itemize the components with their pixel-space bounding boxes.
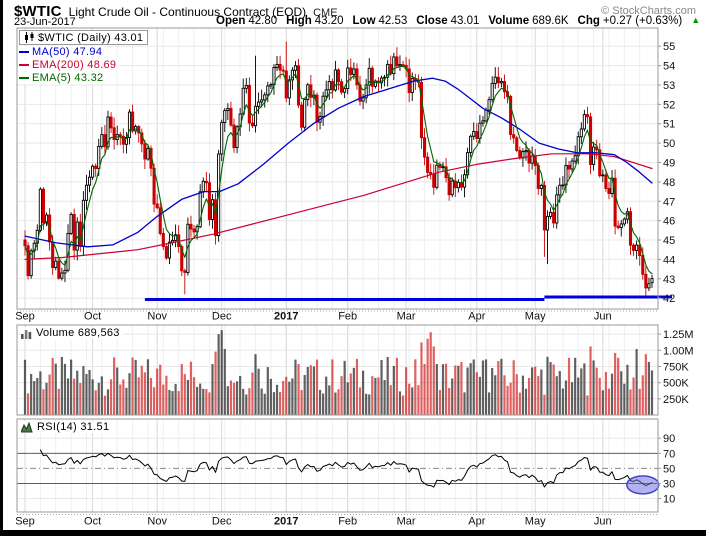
panel-border-1 (16, 324, 659, 416)
svg-text:Mar: Mar (397, 311, 416, 323)
rsi-title-text: RSI(14) 31.51 (37, 421, 110, 433)
ema5-line-swatch (19, 77, 29, 79)
svg-text:May: May (525, 311, 546, 323)
svg-text:48: 48 (663, 177, 675, 189)
svg-text:30: 30 (663, 478, 675, 490)
open-value: 42.80 (248, 15, 278, 27)
svg-text:1.00M: 1.00M (663, 345, 694, 357)
exchange: CME (313, 7, 338, 19)
svg-text:Feb: Feb (338, 516, 357, 528)
volume-bars (23, 330, 654, 415)
panel-border-2 (16, 418, 659, 513)
quote-strip: Open 42.80 High 43.20 Low 42.53 Close 43.01 Volu… (216, 15, 700, 27)
rsi-oversold-highlight-ellipse (626, 475, 660, 495)
ma50-line (24, 77, 653, 248)
header-title-row: $WTIC Light Crude Oil - Continuous Contra… (14, 3, 338, 21)
svg-text:750K: 750K (663, 362, 689, 374)
stockcharts-brand: © StockCharts.com (601, 5, 696, 17)
svg-text:Dec: Dec (212, 311, 232, 323)
legend-ma50: MA(50) 47.94 (19, 46, 106, 58)
svg-text:10: 10 (663, 494, 675, 506)
low-label: Low (352, 15, 376, 27)
open-label: Open (216, 15, 246, 27)
legend-ema200: EMA(200) 48.69 (19, 59, 120, 71)
svg-text:Nov: Nov (147, 516, 167, 528)
svg-text:2017: 2017 (274, 311, 298, 323)
svg-text:Oct: Oct (84, 516, 101, 528)
svg-text:46: 46 (663, 216, 675, 228)
svg-text:43: 43 (663, 274, 675, 286)
volume-panel-title: Volume 689,563 (21, 327, 123, 339)
instrument-name: Light Crude Oil - Continuous Contract (E… (68, 5, 307, 19)
low-value: 42.53 (378, 15, 408, 27)
svg-text:50: 50 (663, 138, 675, 150)
axis-labels: 55 54 53 52 51 50 49 48 47 46 45 44 43 42 1.25M 1.00M 75… (15, 41, 693, 527)
legend-symbol-text: $WTIC (Daily) 43.01 (38, 31, 144, 44)
svg-text:Feb: Feb (338, 311, 357, 323)
svg-text:54: 54 (663, 61, 675, 73)
symbol: $WTIC (14, 3, 62, 20)
svg-text:49: 49 (663, 158, 675, 170)
chg-value: +0.27 (+0.63%) (602, 15, 683, 27)
svg-text:Jun: Jun (594, 311, 612, 323)
svg-text:45: 45 (663, 235, 675, 247)
volume-bars-icon (21, 329, 32, 339)
svg-text:70: 70 (663, 448, 675, 460)
svg-text:250K: 250K (663, 394, 689, 406)
svg-text:50: 50 (663, 463, 675, 475)
chart-legend-title: $WTIC (Daily) 43.01 (19, 30, 149, 45)
svg-text:2017: 2017 (274, 516, 298, 528)
svg-text:55: 55 (663, 41, 675, 53)
high-value: 43.20 (314, 15, 344, 27)
svg-text:47: 47 (663, 196, 675, 208)
svg-text:42: 42 (663, 293, 675, 305)
rsi-line (39, 449, 653, 488)
svg-text:44: 44 (663, 254, 675, 266)
svg-text:Jun: Jun (594, 516, 612, 528)
ema200-label: EMA(200) 48.69 (32, 59, 117, 71)
svg-text:Oct: Oct (84, 311, 101, 323)
svg-text:53: 53 (663, 80, 675, 92)
svg-text:Sep: Sep (15, 311, 35, 323)
volume-label: Volume (488, 15, 530, 27)
close-label: Close (416, 15, 448, 27)
svg-text:51: 51 (663, 119, 675, 131)
ema5-label: EMA(5) 43.32 (32, 72, 104, 84)
chg-label: Chg (577, 15, 600, 27)
svg-text:Sep: Sep (15, 516, 35, 528)
svg-text:500K: 500K (663, 378, 689, 390)
svg-text:90: 90 (663, 433, 675, 445)
svg-text:52: 52 (663, 99, 675, 111)
rsi-panel-title: RSI(14) 31.51 (21, 421, 113, 433)
quote-date: 23-Jun-2017 (14, 16, 76, 28)
up-arrow-icon: ▲ (691, 15, 701, 25)
rsi-mountain-icon (21, 421, 33, 432)
ma50-label: MA(50) 47.94 (32, 46, 103, 58)
svg-text:Apr: Apr (468, 516, 485, 528)
svg-text:Mar: Mar (397, 516, 416, 528)
legend-ema5: EMA(5) 43.32 (19, 72, 107, 84)
svg-text:Dec: Dec (212, 516, 232, 528)
svg-text:May: May (525, 516, 546, 528)
volume-value: 689.6K (532, 15, 569, 27)
ema200-line (24, 153, 653, 260)
candlestick-icon (25, 32, 34, 43)
svg-text:Apr: Apr (468, 311, 485, 323)
svg-text:1.25M: 1.25M (663, 329, 694, 341)
ma50-line-swatch (19, 51, 29, 53)
ema5-line (24, 65, 653, 275)
close-value: 43.01 (450, 15, 480, 27)
ema200-line-swatch (19, 64, 29, 66)
volume-title-text: Volume 689,563 (36, 327, 120, 339)
high-label: High (286, 15, 312, 27)
panel-border-0 (16, 27, 659, 310)
svg-text:Nov: Nov (147, 311, 167, 323)
page-background (3, 0, 706, 530)
